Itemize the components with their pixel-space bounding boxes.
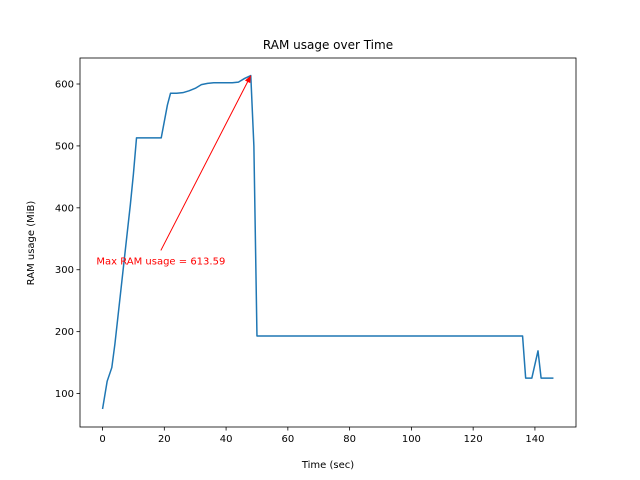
y-tick-label: 100 (55, 389, 74, 400)
data-series (101, 74, 554, 410)
annotation-arrowhead (244, 75, 251, 84)
x-tick-label: 100 (402, 434, 421, 445)
x-tick-label: 80 (343, 434, 356, 445)
x-tick-label: 0 (99, 434, 105, 445)
x-tick-label: 20 (158, 434, 171, 445)
x-tick-label: 40 (220, 434, 233, 445)
y-tick-label: 600 (55, 80, 74, 91)
x-tick-label: 120 (464, 434, 483, 445)
x-axis-label: Time (sec) (301, 460, 354, 471)
y-tick-label: 400 (55, 203, 74, 214)
x-tick-label: 60 (281, 434, 294, 445)
annotation-arrow (160, 75, 252, 251)
plot-frame (79, 57, 577, 428)
y-tick-label: 300 (55, 265, 74, 276)
x-tick-label: 140 (525, 434, 544, 445)
axis-ticks: 0 20 40 60 80 100 120 140 100 200 300 400 500 600 (55, 80, 545, 445)
y-tick-label: 200 (55, 327, 74, 338)
chart-title: RAM usage over Time (263, 38, 393, 52)
y-tick-label: 500 (55, 141, 74, 152)
y-axis-label: RAM usage (MiB) (26, 201, 37, 286)
max-annotation: Max RAM usage = 613.59 (96, 75, 252, 267)
plot-axes (79, 57, 577, 428)
annotation-text: Max RAM usage = 613.59 (96, 256, 225, 267)
ram-usage-line (101, 74, 554, 410)
